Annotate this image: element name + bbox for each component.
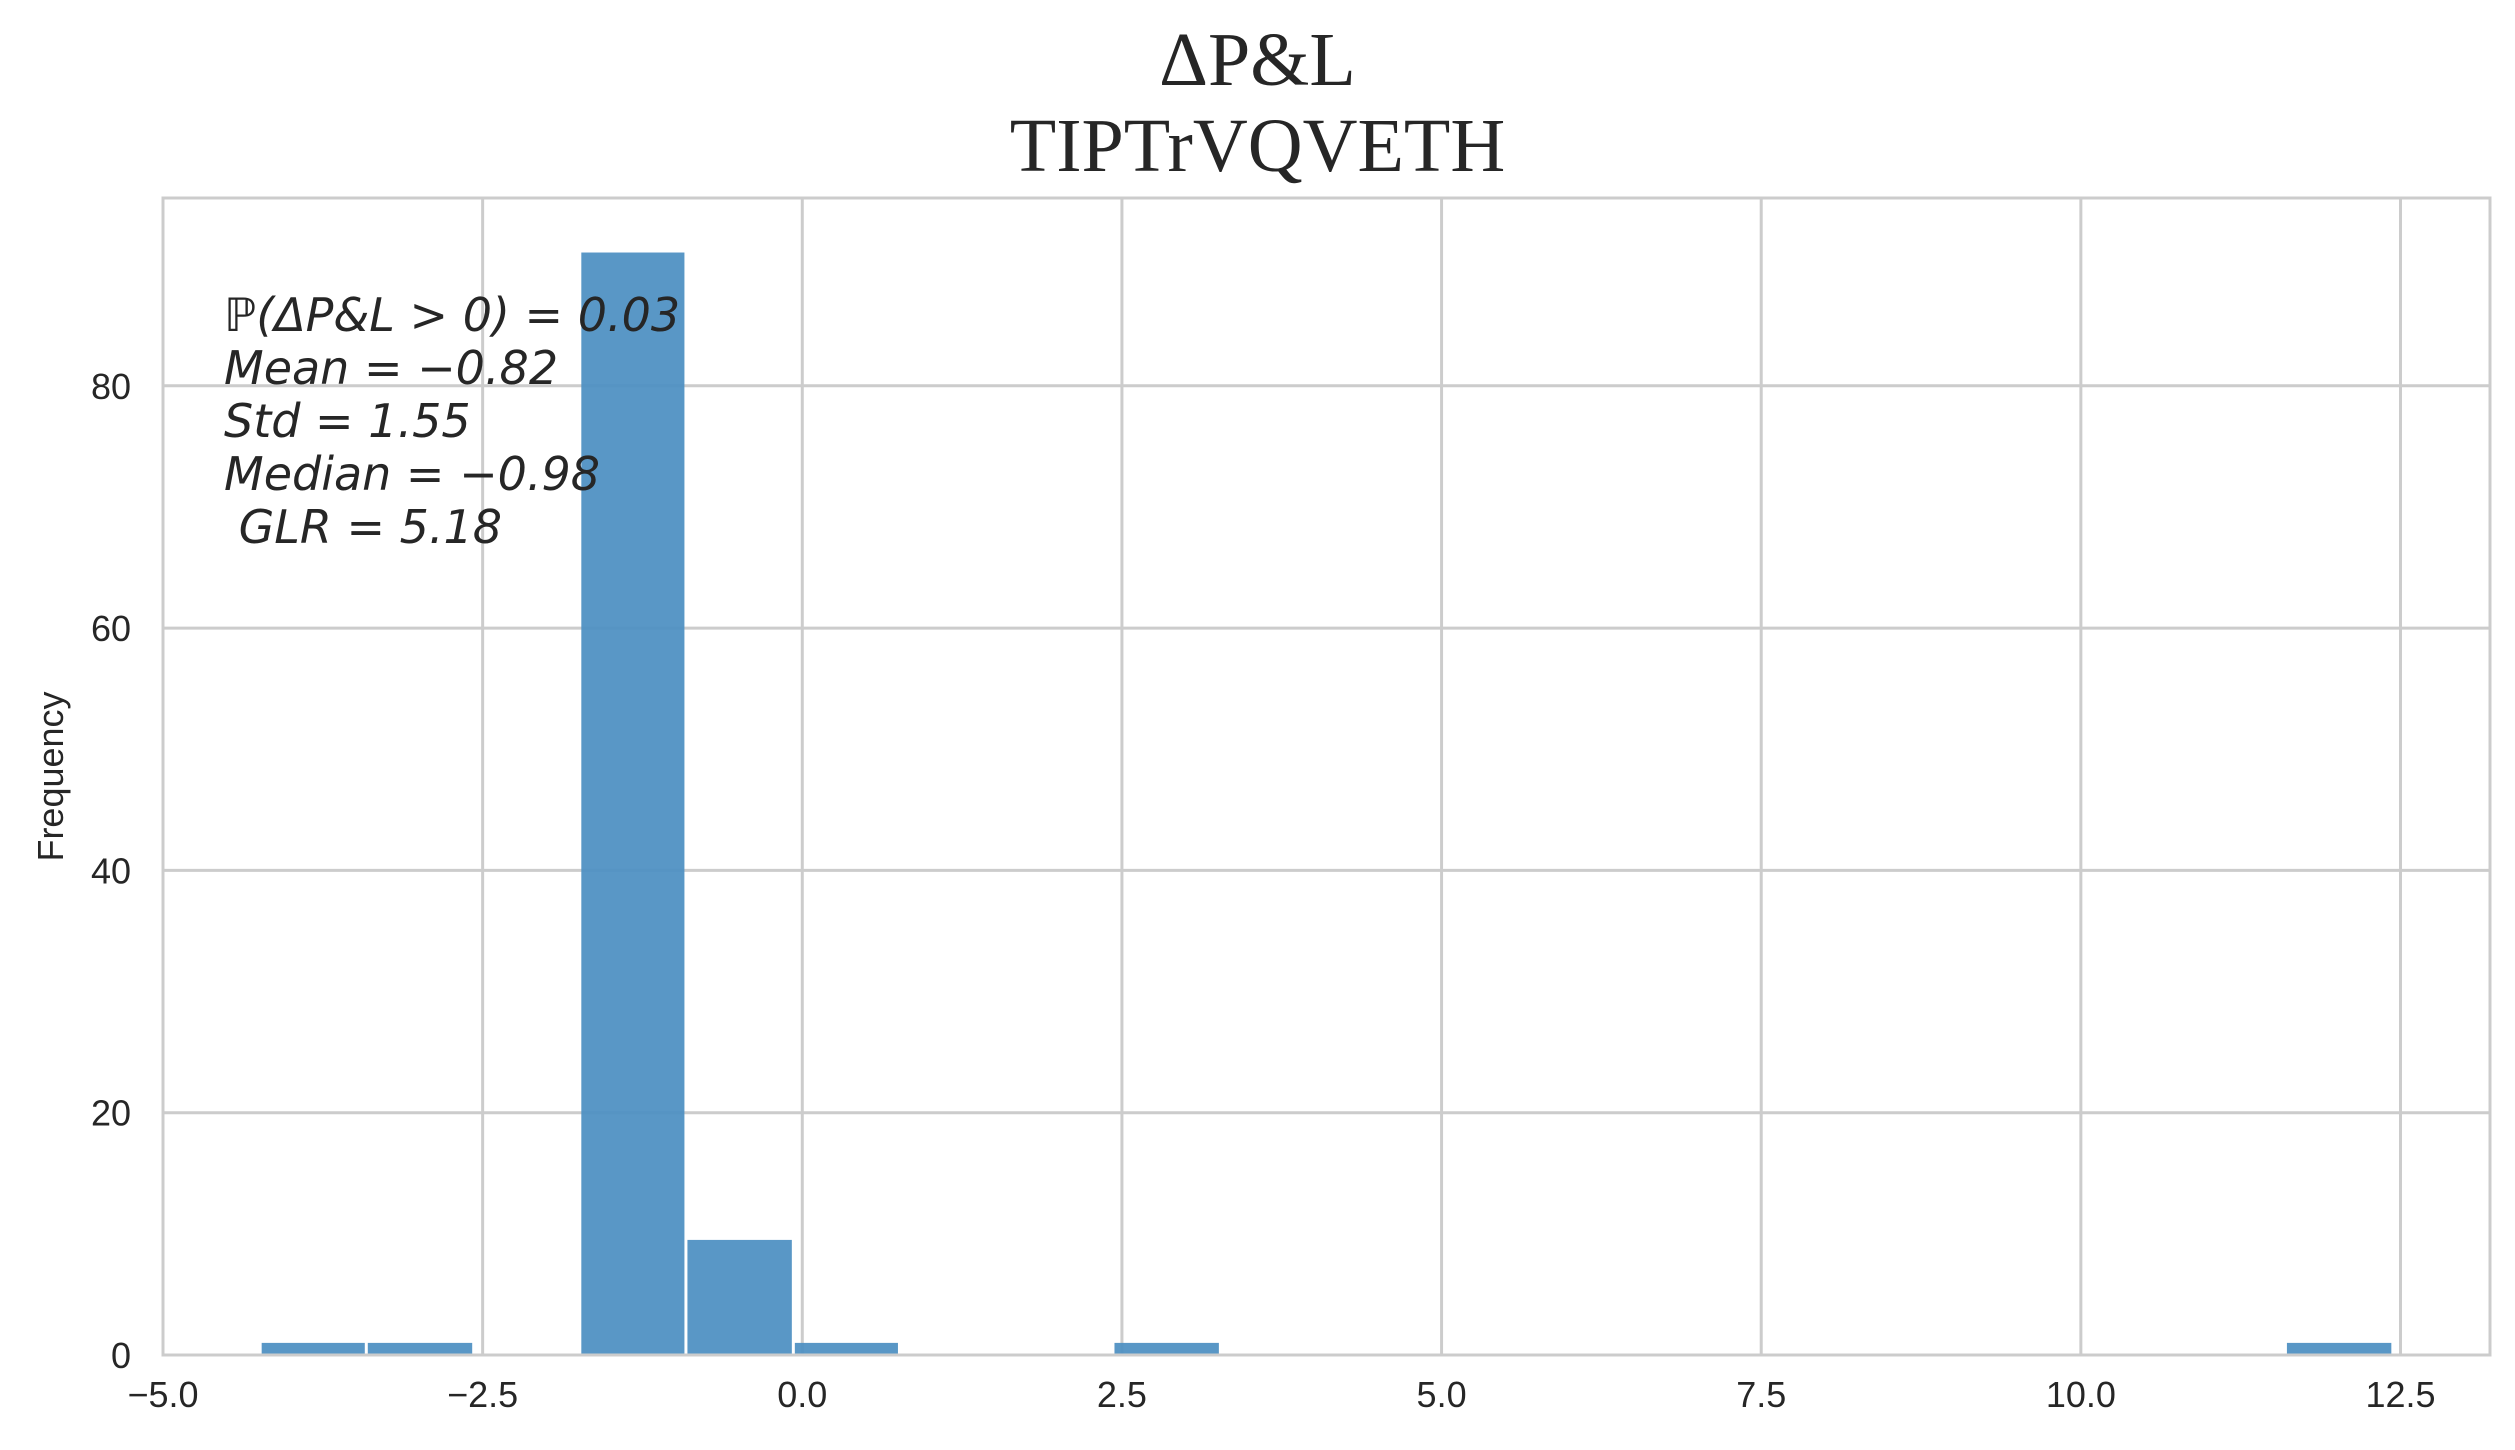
y-tick-label: 20 xyxy=(91,1093,131,1134)
y-tick-label: 40 xyxy=(91,850,131,891)
histogram-bar xyxy=(794,1342,898,1355)
histogram-bar xyxy=(261,1342,365,1355)
x-tick-label: 7.5 xyxy=(1736,1374,1786,1415)
y-tick-label: 0 xyxy=(111,1335,131,1376)
x-tick-label: 5.0 xyxy=(1417,1374,1467,1415)
chart-subtitle: TIPTrVQVETH xyxy=(1009,104,1506,188)
annotation-std: Std = 1.55 xyxy=(224,394,471,448)
histogram-bar xyxy=(2286,1342,2392,1355)
x-tick-label: 0.0 xyxy=(777,1374,827,1415)
chart-title: ΔP&L xyxy=(1159,18,1356,102)
x-tick-label: 12.5 xyxy=(2365,1374,2435,1415)
y-tick-label: 80 xyxy=(91,366,131,407)
y-tick-label: 60 xyxy=(91,608,131,649)
x-tick-label: 10.0 xyxy=(2046,1374,2116,1415)
annotation-median: Median = −0.98 xyxy=(224,447,601,501)
annotation-glr: GLR = 5.18 xyxy=(224,500,503,554)
histogram-bar xyxy=(367,1342,473,1355)
annotation-mean: Mean = −0.82 xyxy=(224,341,559,395)
annotation-prob-positive: ℙ(ΔP&L > 0) = 0.03 xyxy=(224,288,681,342)
x-tick-label: 2.5 xyxy=(1097,1374,1147,1415)
y-axis-label: Frequency xyxy=(30,691,71,861)
x-tick-label: −2.5 xyxy=(447,1374,518,1415)
histogram-bar xyxy=(1114,1342,1219,1355)
plot-frame xyxy=(161,196,2492,1357)
x-tick-label: −5.0 xyxy=(127,1374,198,1415)
histogram-bar xyxy=(687,1239,792,1355)
histogram-bar xyxy=(581,252,685,1356)
